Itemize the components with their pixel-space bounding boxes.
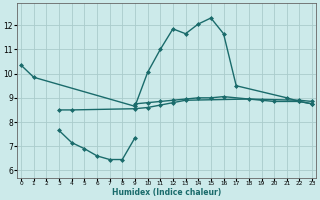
X-axis label: Humidex (Indice chaleur): Humidex (Indice chaleur) — [112, 188, 221, 197]
